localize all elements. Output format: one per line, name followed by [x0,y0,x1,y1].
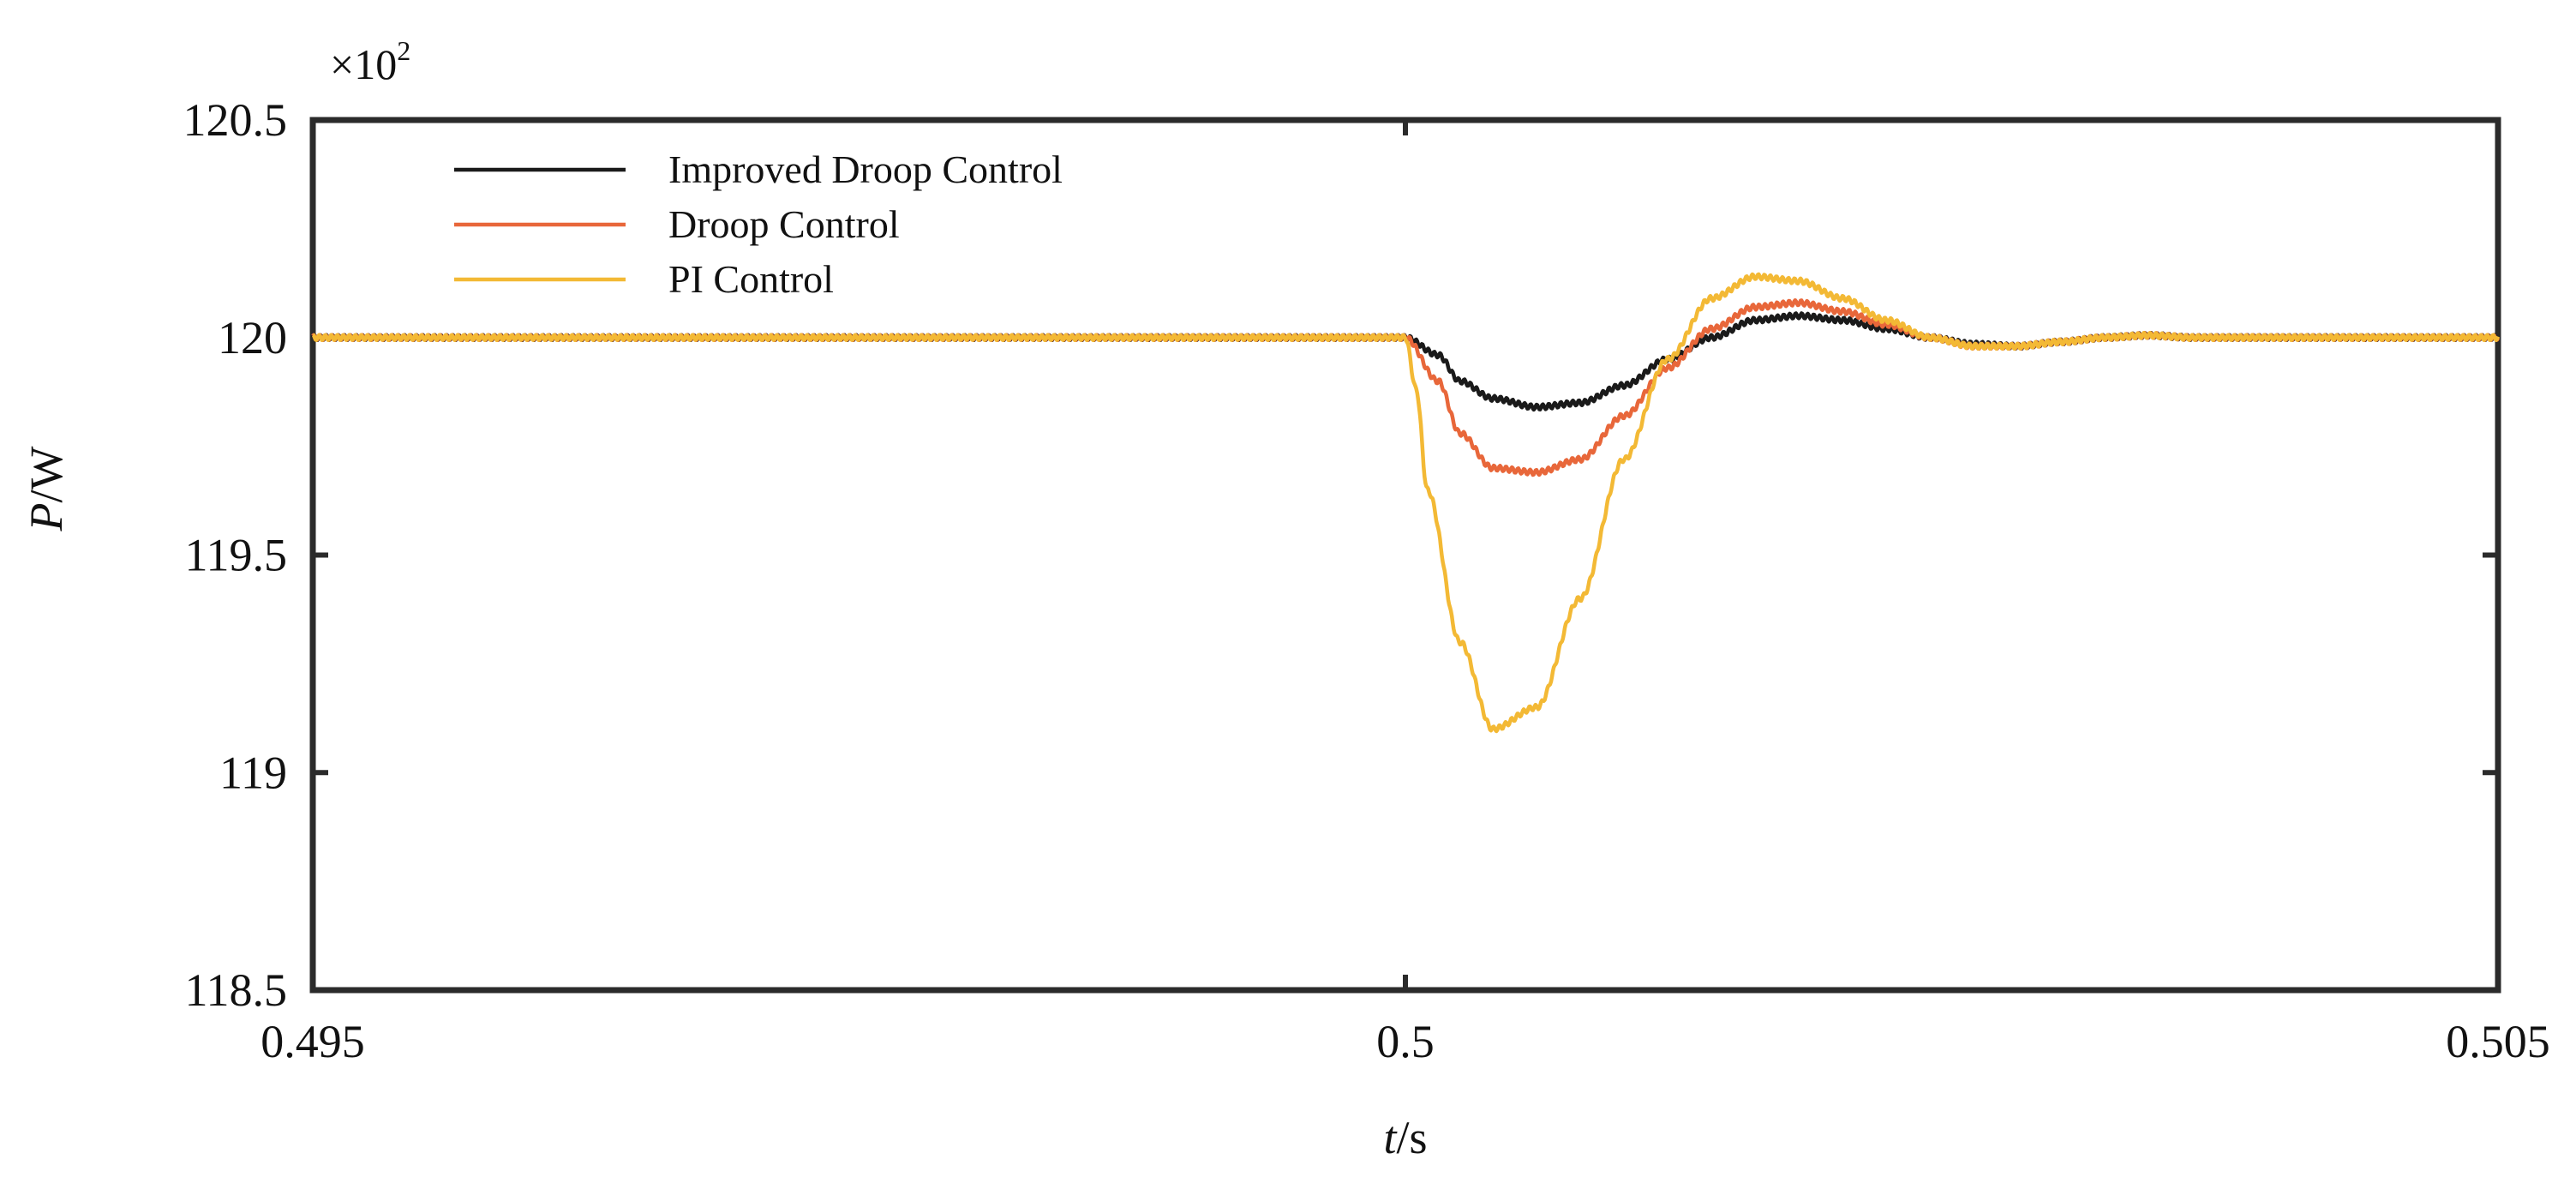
x-axis-label: t/s [1383,1112,1427,1163]
legend: Improved Droop Control Droop Control PI Co… [454,147,1063,301]
y-axis-unit: /W [21,446,72,502]
plot-frame [309,117,2501,994]
y-tick-label: 119.5 [185,530,288,581]
x-tick-label: 0.495 [261,1016,365,1067]
legend-label: Improved Droop Control [668,147,1063,191]
y-tick-label: 120 [218,312,287,363]
y-scale-exponent: 2 [397,35,410,66]
series-line-2 [311,272,2501,734]
legend-label: PI Control [668,257,834,301]
x-axis-variable: t [1383,1112,1398,1163]
y-tick-label: 119 [219,747,287,798]
y-axis-label: P/W [21,446,72,531]
x-tick-label: 0.5 [1376,1016,1435,1067]
y-tick-label: 120.5 [183,94,288,146]
x-tick-label: 0.505 [2446,1016,2550,1067]
y-axis-variable: P [21,502,72,531]
y-scale-note: ×102 [330,35,410,88]
legend-label: Droop Control [668,202,900,246]
y-tick-label: 118.5 [185,964,288,1016]
series-lines [310,272,2501,734]
x-axis-unit: /s [1396,1112,1427,1163]
tick-labels: 0.495 0.5 0.505 118.5 119 119.5 120 120.5 [183,94,2550,1067]
y-scale-base: ×10 [330,40,397,88]
